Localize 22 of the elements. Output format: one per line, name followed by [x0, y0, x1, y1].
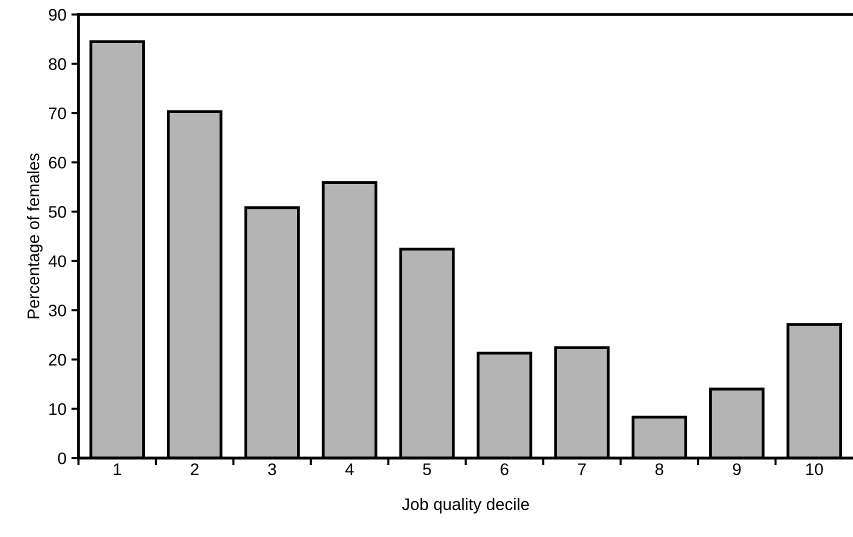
y-tick-label: 90 — [48, 8, 66, 21]
x-tick-label: 1 — [114, 464, 122, 475]
y-tick-label: 0 — [58, 452, 66, 464]
x-tick-label: 10 — [806, 463, 823, 476]
y-tick-label: 80 — [48, 58, 66, 70]
x-tick-label: 3 — [268, 463, 276, 476]
x-tick-label: 6 — [500, 463, 508, 476]
x-axis-title: Job quality decile — [402, 498, 529, 514]
y-tick-label: 40 — [48, 255, 66, 268]
y-tick-label: 10 — [49, 403, 66, 415]
x-tick-label: 7 — [578, 464, 586, 475]
y-tick-label: 60 — [48, 156, 66, 169]
y-tick-label: 70 — [48, 107, 66, 120]
x-tick-label: 4 — [345, 464, 354, 475]
x-tick-label: 2 — [190, 463, 198, 475]
y-tick-label: 20 — [48, 354, 66, 366]
x-tick-label: 9 — [732, 463, 741, 476]
x-tick-label: 5 — [423, 464, 431, 476]
y-axis-title: Percentage of females — [27, 153, 43, 318]
y-tick-label: 30 — [48, 304, 66, 316]
y-tick-label: 50 — [48, 206, 66, 218]
x-tick-label: 8 — [655, 463, 664, 476]
